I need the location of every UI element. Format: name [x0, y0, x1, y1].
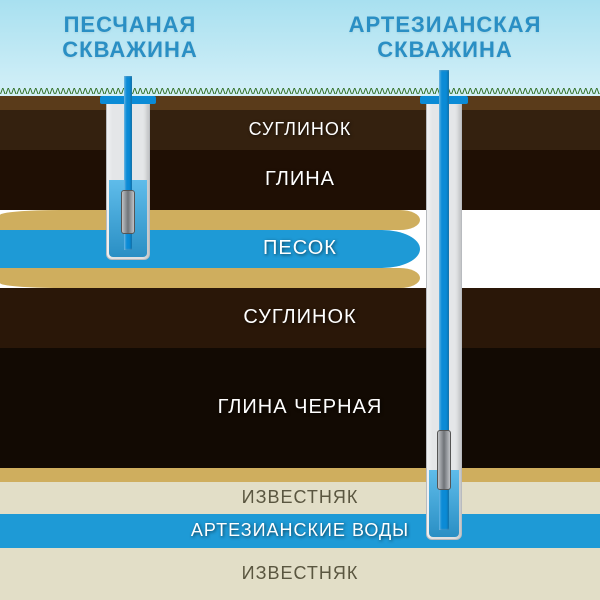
layer-sand2	[0, 468, 600, 482]
layer-sand_dn	[0, 268, 420, 288]
title-artesian: АРТЕЗИАНСКАЯ СКВАЖИНА	[330, 12, 560, 63]
grass: ʌʌʌʌʌʌʌʌʌʌʌʌʌʌʌʌʌʌʌʌʌʌʌʌʌʌʌʌʌʌʌʌʌʌʌʌʌʌʌʌ…	[0, 86, 600, 96]
layer-art_water	[0, 514, 600, 548]
layer-topsoil	[0, 96, 600, 110]
well-comparison-diagram: СУГЛИНОКГЛИНАПЕСОКСУГЛИНОКГЛИНА ЧЕРНАЯИЗ…	[0, 0, 600, 600]
layer-lime2	[0, 548, 600, 600]
layer-loam2	[0, 288, 600, 348]
sand-well-pump	[121, 190, 135, 234]
layer-loam1	[0, 110, 600, 150]
layer-lime1	[0, 482, 600, 514]
artesian-well-pump	[437, 430, 451, 490]
layer-clay_black	[0, 348, 600, 468]
layer-clay	[0, 150, 600, 210]
layer-aquifer1	[0, 230, 420, 268]
layer-sand_up	[0, 210, 420, 230]
title-sand: ПЕСЧАНАЯ СКВАЖИНА	[40, 12, 220, 63]
